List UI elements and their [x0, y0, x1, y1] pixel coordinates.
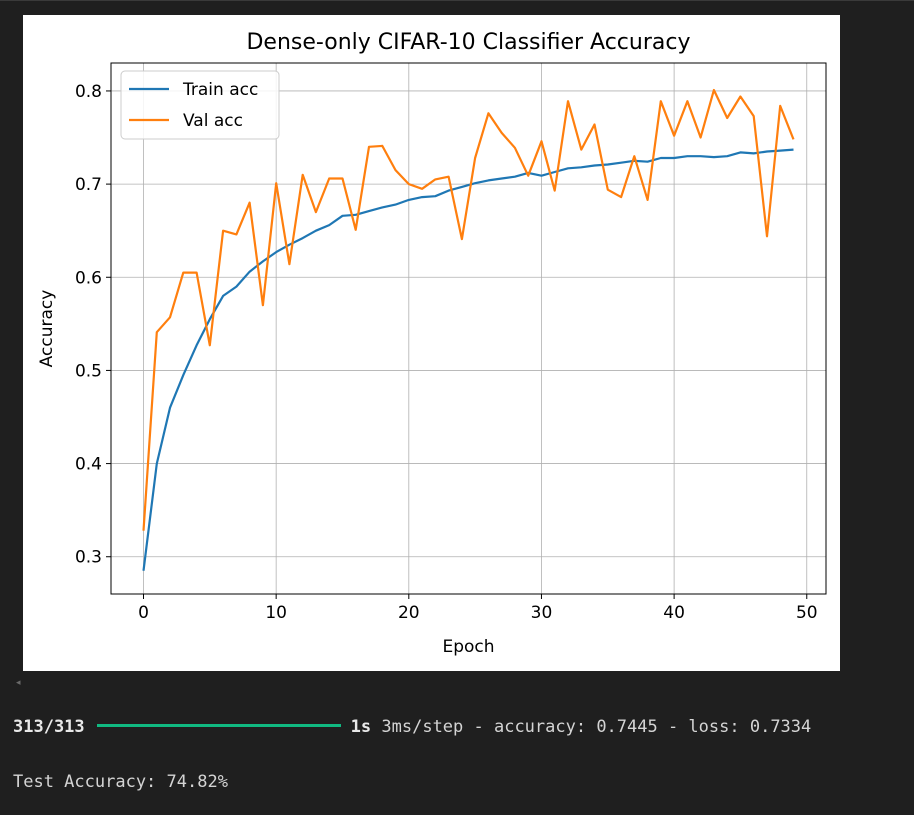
y-tick-label: 0.3 — [75, 548, 102, 568]
x-axis-label: Epoch — [442, 637, 494, 657]
training-progress-line: 313/313 1s 3ms/step - accuracy: 0.7445 - … — [13, 717, 811, 737]
x-tick-label: 50 — [796, 603, 818, 623]
x-tick-label: 20 — [398, 603, 420, 623]
y-tick-label: 0.7 — [75, 175, 102, 195]
test-accuracy-line: Test Accuracy: 74.82% — [13, 772, 228, 792]
top-divider — [0, 0, 914, 1]
x-tick-label: 0 — [138, 603, 149, 623]
y-tick-label: 0.5 — [75, 361, 102, 381]
plot-frame — [110, 62, 827, 595]
series-line-val-acc — [142, 88, 795, 531]
y-tick-label: 0.6 — [75, 268, 102, 288]
accuracy-chart: 0 10 20 30 40 50 0.3 0.4 0.5 0.6 0.7 0.8 Dense-only … — [37, 30, 827, 657]
y-axis-label: Accuracy — [37, 290, 57, 368]
y-tick-label: 0.4 — [75, 455, 102, 475]
x-tick-label: 10 — [265, 603, 287, 623]
elapsed-time: 1s — [350, 717, 372, 737]
chart-figure: 0 10 20 30 40 50 0.3 0.4 0.5 0.6 0.7 0.8 Dense-only … — [23, 15, 840, 671]
chart-title: Dense-only CIFAR-10 Classifier Accuracy — [246, 30, 690, 55]
x-tick-label: 40 — [663, 603, 685, 623]
x-tick-label: 30 — [531, 603, 553, 623]
step-count: 313/313 — [13, 717, 85, 737]
progress-bar — [96, 724, 341, 727]
series-line-train-acc — [142, 148, 794, 571]
legend-label: Train acc — [182, 80, 258, 100]
metrics-text: 3ms/step - accuracy: 0.7445 - loss: 0.73… — [381, 717, 812, 737]
y-tick-label: 0.8 — [75, 82, 102, 102]
legend-label: Val acc — [183, 111, 243, 131]
scroll-left-icon[interactable]: ◂ — [16, 678, 21, 688]
